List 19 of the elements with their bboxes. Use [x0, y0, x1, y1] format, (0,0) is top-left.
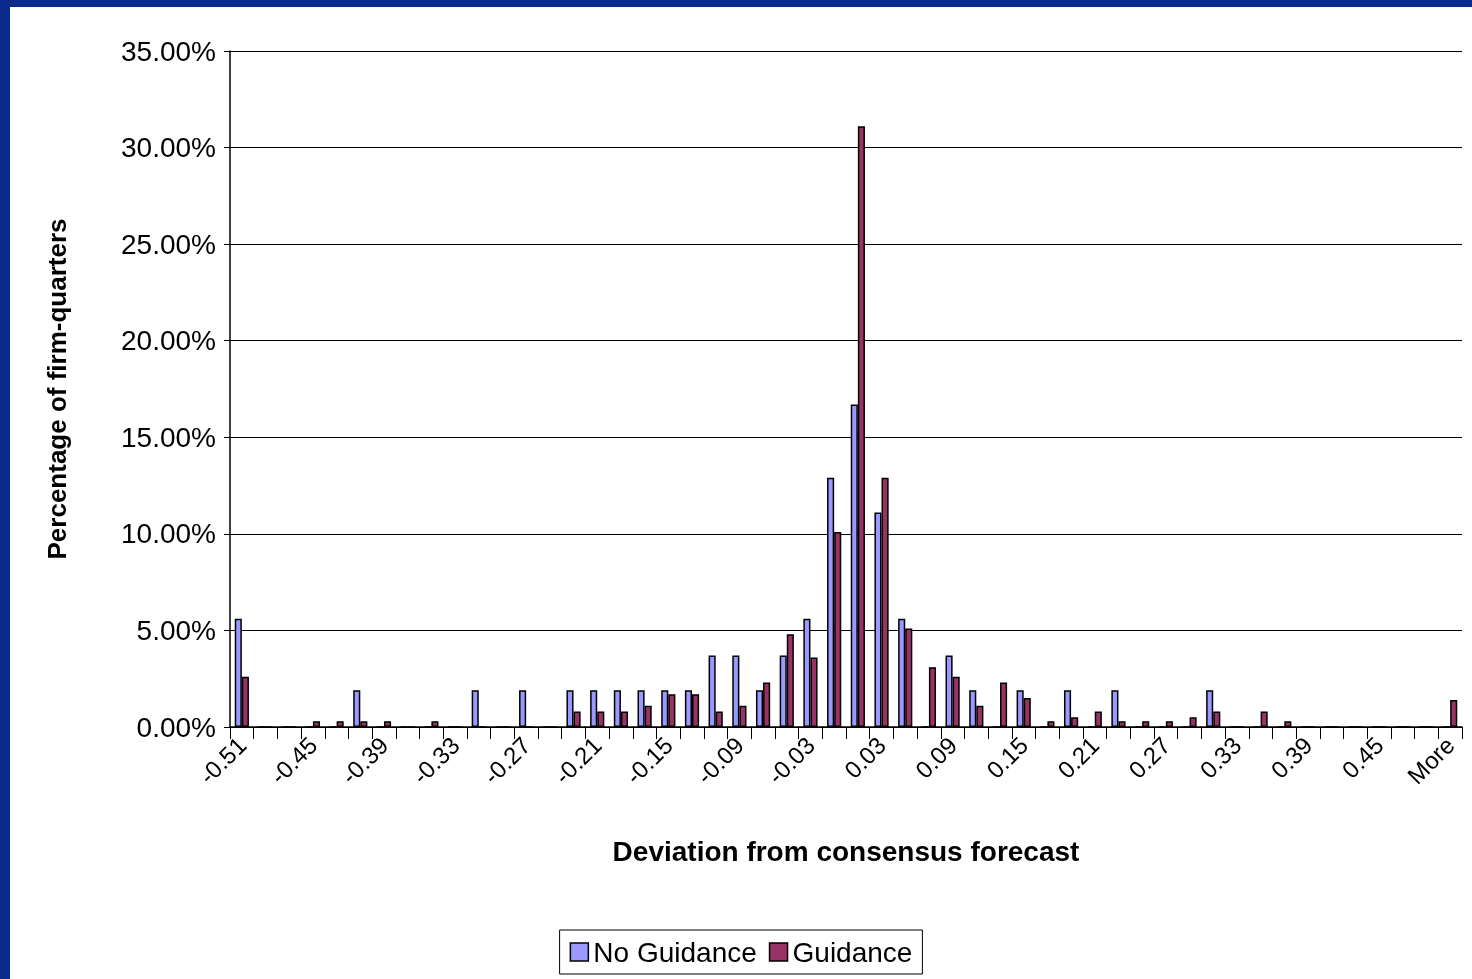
y-axis-title: Percentage of firm-quarters: [42, 218, 72, 560]
x-tick-label: 0.09: [910, 731, 963, 784]
y-tick-label: 0.00%: [136, 711, 216, 743]
x-tick-label: 0.45: [1336, 731, 1389, 784]
y-tick-label: 25.00%: [121, 228, 216, 260]
x-tick-label: 0.03: [838, 731, 892, 784]
y-tick-label: 15.00%: [121, 421, 216, 453]
x-tick-label: 0.33: [1194, 731, 1247, 784]
x-tick-label: 0.39: [1265, 731, 1318, 784]
x-tick-label: 0.15: [981, 731, 1034, 784]
x-tick-label: 0.21: [1052, 731, 1105, 784]
y-tick-label: 20.00%: [121, 325, 216, 357]
y-tick-label: 35.00%: [121, 35, 216, 67]
y-tick-label: 5.00%: [136, 614, 216, 646]
legend-label: No Guidance: [593, 936, 757, 968]
x-axis-title: Deviation from consensus forecast: [612, 835, 1080, 867]
y-tick-label: 30.00%: [121, 132, 216, 164]
legend-label: Guidance: [792, 936, 913, 968]
y-tick-label: 10.00%: [121, 518, 216, 550]
